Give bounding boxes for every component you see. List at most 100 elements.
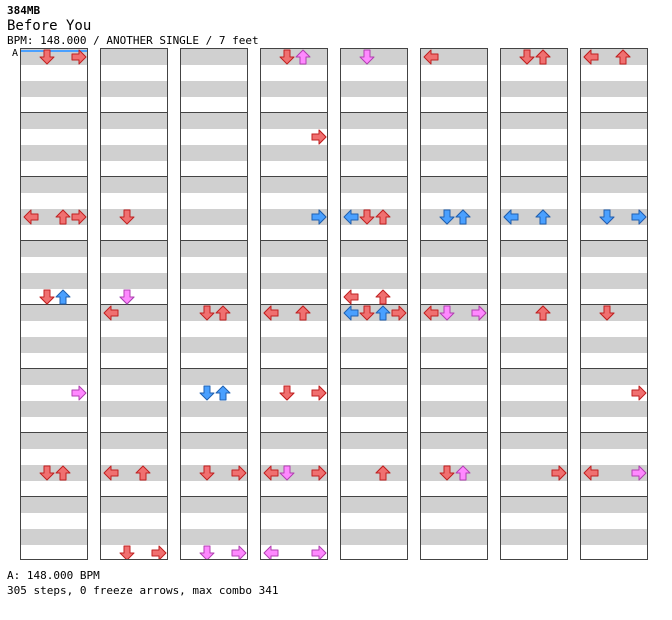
up-arrow-icon [295, 305, 311, 321]
step-arrow-up [295, 49, 311, 65]
beat-stripe [181, 241, 247, 257]
beat-stripe [581, 113, 647, 129]
step-arrow-down [199, 465, 215, 481]
step-arrow-down [119, 209, 135, 225]
beat-stripe [581, 369, 647, 385]
measure-line [581, 176, 647, 177]
step-arrow-down [359, 305, 375, 321]
step-arrow-up [375, 289, 391, 305]
measure-line [101, 240, 167, 241]
measure-line [581, 368, 647, 369]
beat-stripe [341, 177, 407, 193]
step-arrow-up [375, 209, 391, 225]
beat-stripe [21, 337, 87, 353]
right-arrow-icon [71, 209, 87, 225]
measure-line [21, 176, 87, 177]
beat-stripe [261, 369, 327, 385]
measure-line [261, 496, 327, 497]
step-arrow-right [311, 465, 327, 481]
right-arrow-icon [311, 465, 327, 481]
left-arrow-icon [423, 49, 439, 65]
measure-line [21, 496, 87, 497]
down-arrow-icon [359, 209, 375, 225]
beat-stripe [581, 337, 647, 353]
left-arrow-icon [503, 209, 519, 225]
up-arrow-icon [215, 305, 231, 321]
beat-stripe [261, 113, 327, 129]
chart-column-3 [180, 48, 248, 560]
measure-line [181, 304, 247, 305]
step-arrow-left [343, 305, 359, 321]
step-arrow-down [279, 465, 295, 481]
beat-stripe [501, 305, 567, 321]
step-arrow-up [55, 465, 71, 481]
up-arrow-icon [215, 385, 231, 401]
step-arrow-up [295, 305, 311, 321]
chart-column-6 [420, 48, 488, 560]
beat-stripe [21, 369, 87, 385]
step-arrow-right [551, 465, 567, 481]
step-arrow-down [599, 305, 615, 321]
beat-stripe [181, 529, 247, 545]
beat-stripe [581, 529, 647, 545]
down-arrow-icon [199, 465, 215, 481]
beat-stripe [341, 401, 407, 417]
beat-stripe [21, 401, 87, 417]
chart-column-2 [100, 48, 168, 560]
beat-stripe [421, 241, 487, 257]
beat-stripe [261, 401, 327, 417]
right-arrow-icon [551, 465, 567, 481]
right-arrow-icon [151, 545, 167, 559]
measure-line [101, 112, 167, 113]
step-arrow-up [615, 49, 631, 65]
beat-stripe [21, 81, 87, 97]
left-arrow-icon [423, 305, 439, 321]
beat-stripe [421, 337, 487, 353]
beat-stripe [501, 529, 567, 545]
beat-stripe [501, 113, 567, 129]
right-arrow-icon [631, 465, 647, 481]
measure-line [581, 112, 647, 113]
down-arrow-icon [279, 49, 295, 65]
bpm-change-marker [21, 50, 87, 52]
measure-line [181, 176, 247, 177]
step-arrow-left [103, 305, 119, 321]
left-arrow-icon [343, 209, 359, 225]
down-arrow-icon [199, 545, 215, 559]
down-arrow-icon [39, 465, 55, 481]
beat-stripe [581, 401, 647, 417]
measure-line [421, 304, 487, 305]
beat-stripe [21, 273, 87, 289]
beat-stripe [341, 433, 407, 449]
beat-stripe [341, 113, 407, 129]
beat-stripe [181, 497, 247, 513]
measure-line [341, 432, 407, 433]
measure-line [261, 112, 327, 113]
left-arrow-icon [23, 209, 39, 225]
beat-stripe [501, 177, 567, 193]
step-arrow-down [439, 465, 455, 481]
measure-line [421, 496, 487, 497]
down-arrow-icon [599, 305, 615, 321]
down-arrow-icon [279, 385, 295, 401]
beat-stripe [181, 177, 247, 193]
step-arrow-right [311, 129, 327, 145]
step-arrow-down [39, 49, 55, 65]
step-arrow-up [455, 465, 471, 481]
footer-stats: 305 steps, 0 freeze arrows, max combo 34… [7, 584, 279, 597]
beat-stripe [421, 177, 487, 193]
step-arrow-down [199, 305, 215, 321]
tempo-marker: A [12, 48, 19, 59]
beat-stripe [21, 177, 87, 193]
song-title: Before You [7, 18, 92, 34]
beat-stripe [101, 305, 167, 321]
beat-stripe [181, 433, 247, 449]
beat-stripe [261, 497, 327, 513]
left-arrow-icon [583, 49, 599, 65]
right-arrow-icon [71, 49, 87, 65]
beat-stripe [101, 497, 167, 513]
beat-stripe [581, 465, 647, 481]
beat-stripe [581, 273, 647, 289]
step-arrow-down [39, 465, 55, 481]
measure-line [261, 304, 327, 305]
